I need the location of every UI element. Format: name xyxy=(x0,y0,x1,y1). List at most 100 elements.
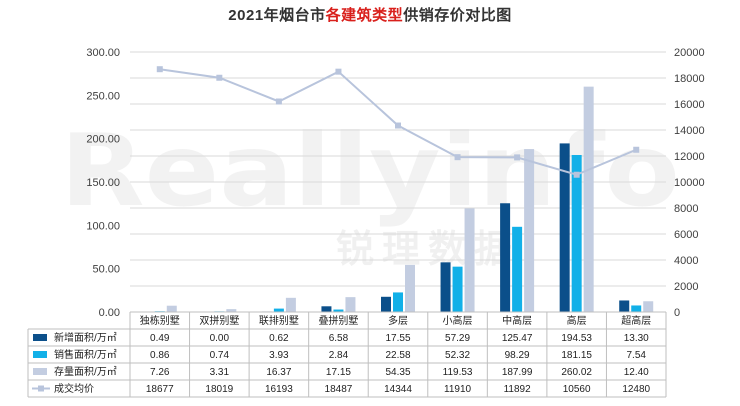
table-value: 125.47 xyxy=(502,333,533,344)
legend-swatch xyxy=(33,351,47,358)
left-tick-label: 100.00 xyxy=(86,220,120,232)
left-tick-label: 200.00 xyxy=(86,134,120,146)
left-tick-label: 150.00 xyxy=(86,177,120,189)
table-value: 119.53 xyxy=(443,367,473,378)
right-tick-label: 18000 xyxy=(674,73,705,85)
right-tick-label: 16000 xyxy=(674,99,705,111)
table-value: 18487 xyxy=(325,384,353,395)
bar xyxy=(452,266,463,312)
price-point xyxy=(156,66,163,73)
table-value: 57.29 xyxy=(445,333,470,344)
left-axis: 0.00 50.00 100.00 150.00 200.00 250.00 300.00 xyxy=(86,47,120,319)
table-value: 0.49 xyxy=(150,333,170,344)
table-value: 181.15 xyxy=(561,350,592,361)
bar xyxy=(524,149,535,312)
table-value: 0.62 xyxy=(269,333,289,344)
table-value: 260.02 xyxy=(561,367,592,378)
category-label: 独栋别墅 xyxy=(140,314,180,327)
left-tick-label: 0.00 xyxy=(99,307,120,319)
chart-title: 2021年烟台市各建筑类型供销存价对比图 xyxy=(0,4,740,25)
table-value: 10560 xyxy=(563,384,591,395)
bar xyxy=(643,301,654,312)
bar xyxy=(226,309,237,312)
right-tick-label: 14000 xyxy=(674,125,705,137)
bar xyxy=(321,306,332,312)
legend-swatch xyxy=(33,334,47,341)
left-tick-label: 300.00 xyxy=(86,47,120,59)
price-point xyxy=(216,74,223,81)
bar xyxy=(500,203,511,312)
right-tick-label: 8000 xyxy=(674,203,698,215)
legend-swatch xyxy=(33,368,47,375)
price-point xyxy=(633,146,640,153)
category-label: 叠拼别墅 xyxy=(318,314,358,327)
right-tick-label: 4000 xyxy=(674,255,698,267)
table-value: 0.00 xyxy=(210,333,230,344)
bar xyxy=(559,143,570,312)
title-highlight: 各建筑类型 xyxy=(325,7,404,24)
table-value: 17.55 xyxy=(385,333,410,344)
table-value: 13.30 xyxy=(624,333,649,344)
table-value: 6.58 xyxy=(329,333,349,344)
category-label: 超高层 xyxy=(621,314,651,327)
legend-marker xyxy=(38,385,44,392)
bar xyxy=(440,262,451,312)
price-point xyxy=(573,171,580,178)
right-tick-label: 20000 xyxy=(674,47,705,59)
table-value: 0.86 xyxy=(150,350,170,361)
price-point xyxy=(335,68,342,75)
price-point xyxy=(454,154,461,161)
legend-name: 存量面积/万㎡ xyxy=(54,365,117,378)
bar xyxy=(333,309,344,312)
table-value: 14344 xyxy=(384,384,412,395)
table-value: 194.53 xyxy=(561,333,592,344)
bar xyxy=(571,155,582,312)
table-value: 12480 xyxy=(622,384,650,395)
table-value: 2.84 xyxy=(329,350,349,361)
bar xyxy=(619,300,630,312)
table-value: 3.93 xyxy=(269,350,289,361)
category-label: 联排别墅 xyxy=(259,314,299,327)
table-value: 0.74 xyxy=(210,350,230,361)
bar xyxy=(405,264,415,312)
table-value: 187.99 xyxy=(502,367,533,378)
bar xyxy=(166,305,177,312)
table-value: 11892 xyxy=(504,384,532,395)
bar xyxy=(512,226,523,312)
table-value: 98.29 xyxy=(505,350,530,361)
right-tick-label: 6000 xyxy=(674,229,698,241)
left-tick-label: 50.00 xyxy=(92,264,120,276)
bar xyxy=(583,86,594,313)
bar xyxy=(393,292,403,312)
right-axis: 0 2000 4000 6000 8000 10000 12000 14000 16000 180… xyxy=(674,47,705,319)
legend-name: 销售面积/万㎡ xyxy=(54,348,117,361)
table-value: 7.26 xyxy=(150,367,170,378)
price-point xyxy=(395,122,401,129)
bar xyxy=(285,297,296,312)
table-value: 52.32 xyxy=(445,350,470,361)
table-value: 22.58 xyxy=(385,350,410,361)
title-prefix: 2021年烟台市 xyxy=(228,7,326,24)
table-value: 54.35 xyxy=(385,367,410,378)
bar-series xyxy=(142,86,654,313)
table-value: 12.40 xyxy=(624,367,649,378)
category-label: 中高层 xyxy=(502,314,532,327)
price-point xyxy=(514,154,521,161)
table-value: 16193 xyxy=(265,384,293,395)
right-tick-label: 2000 xyxy=(674,281,698,293)
category-label: 小高层 xyxy=(443,314,473,327)
category-label: 高层 xyxy=(567,314,587,327)
left-tick-label: 250.00 xyxy=(86,90,120,102)
right-tick-label: 10000 xyxy=(674,177,705,189)
category-label: 多层 xyxy=(388,314,408,327)
bar xyxy=(381,296,391,312)
table-value: 18677 xyxy=(146,384,174,395)
bar xyxy=(345,297,356,312)
legend-name: 成交均价 xyxy=(54,382,94,395)
price-line-series xyxy=(156,66,640,178)
right-tick-label: 0 xyxy=(674,307,680,319)
table-value: 18019 xyxy=(205,384,233,395)
table-value: 16.37 xyxy=(266,367,291,378)
